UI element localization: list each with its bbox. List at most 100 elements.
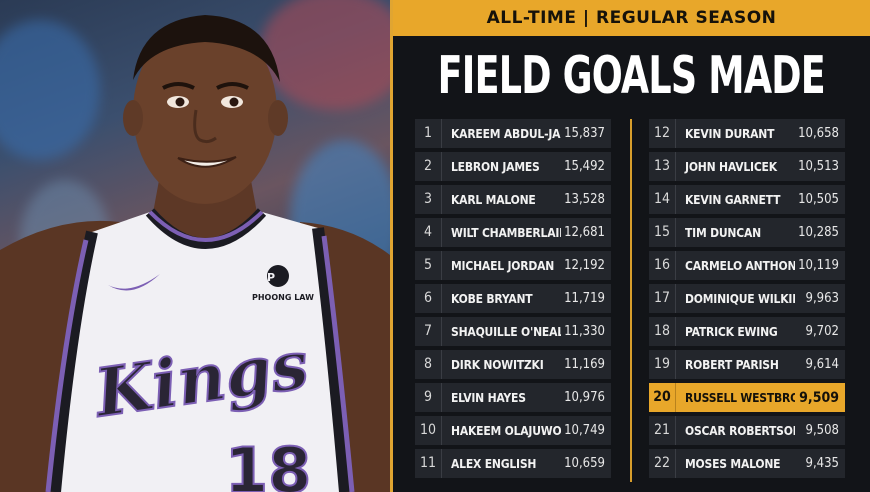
leader-row: 17 Dominique Wilkins 9,963 [649, 284, 845, 313]
leader-name: Alex English [451, 456, 537, 471]
leader-row: 15 Tim Duncan 10,285 [649, 218, 845, 247]
leader-row: 2 LeBron James 15,492 [415, 152, 611, 181]
stats-panel: ALL-TIME | REGULAR SEASON FIELD GOALS MA… [393, 0, 870, 492]
category-banner: ALL-TIME | REGULAR SEASON [393, 0, 870, 36]
leader-name: LeBron James [451, 159, 540, 174]
page-title: FIELD GOALS MADE [393, 40, 870, 112]
leader-rank: 19 [649, 350, 676, 379]
leader-row: 21 Oscar Robertson 9,508 [649, 416, 845, 445]
leader-name: Russell Westbrook [685, 390, 795, 405]
leader-name: Elvin Hayes [451, 390, 526, 405]
leader-rank: 5 [415, 251, 442, 280]
sponsor-logo [267, 265, 289, 287]
title-text: FIELD GOALS MADE [437, 46, 826, 106]
jersey-number: 18 [225, 434, 311, 492]
leader-rank: 4 [415, 218, 442, 247]
leader-name: Patrick Ewing [685, 324, 778, 339]
leader-row: 11 Alex English 10,659 [415, 449, 611, 478]
leader-row: 4 Wilt Chamberlain 12,681 [415, 218, 611, 247]
svg-text:P: P [267, 271, 275, 284]
leader-name: Kevin Garnett [685, 192, 781, 207]
column-divider [630, 119, 632, 482]
leader-row: 19 Robert Parish 9,614 [649, 350, 845, 379]
leader-name: Dirk Nowitzki [451, 357, 544, 372]
leader-value: 10,513 [798, 159, 839, 174]
leader-rank: 3 [415, 185, 442, 214]
leader-value: 12,192 [564, 258, 605, 273]
leader-row: 16 Carmelo Anthony 10,119 [649, 251, 845, 280]
leader-value: 9,435 [805, 456, 839, 471]
leader-name: Michael Jordan [451, 258, 555, 273]
leader-name: Kobe Bryant [451, 291, 533, 306]
leader-name: John Havlicek [685, 159, 777, 174]
leader-rank: 18 [649, 317, 676, 346]
panel-divider [390, 0, 393, 492]
leader-value: 11,719 [564, 291, 605, 306]
leader-value: 11,169 [564, 357, 605, 372]
leader-name: Tim Duncan [685, 225, 761, 240]
leader-row: 3 Karl Malone 13,528 [415, 185, 611, 214]
leader-name: Kevin Durant [685, 126, 775, 141]
leader-name: Carmelo Anthony [685, 258, 795, 273]
leader-name: Kareem Abdul-Jabbar [451, 126, 561, 141]
leader-value: 9,614 [805, 357, 839, 372]
leader-row: 5 Michael Jordan 12,192 [415, 251, 611, 280]
leader-rank: 14 [649, 185, 676, 214]
leader-rank: 13 [649, 152, 676, 181]
leader-value: 11,330 [564, 324, 605, 339]
leader-value: 13,528 [564, 192, 605, 207]
leader-value: 10,658 [798, 126, 839, 141]
leader-name: Karl Malone [451, 192, 536, 207]
crowd-background [0, 20, 100, 160]
leader-name: Moses Malone [685, 456, 781, 471]
leader-value: 10,976 [564, 390, 605, 405]
player-photo: P PHOONG LAW Kings 18 [0, 0, 390, 492]
leader-rank: 17 [649, 284, 676, 313]
leader-rank: 1 [415, 119, 442, 148]
leader-row: 9 Elvin Hayes 10,976 [415, 383, 611, 412]
leader-value: 10,505 [798, 192, 839, 207]
player-illustration: P PHOONG LAW Kings 18 [0, 15, 390, 492]
leader-rank: 16 [649, 251, 676, 280]
leader-value: 10,749 [564, 423, 605, 438]
leader-row: 18 Patrick Ewing 9,702 [649, 317, 845, 346]
leader-value: 12,681 [564, 225, 605, 240]
leader-name: Hakeem Olajuwon [451, 423, 561, 438]
leader-row: 6 Kobe Bryant 11,719 [415, 284, 611, 313]
leader-row: 7 Shaquille O'Neal 11,330 [415, 317, 611, 346]
leader-rank: 11 [415, 449, 442, 478]
leaders-list-left: 1 Kareem Abdul-Jabbar15,837 2 LeBron James 1… [415, 119, 611, 482]
leaders-list-right: 12 Kevin Durant 10,658 13 John Havlicek 10,51… [649, 119, 845, 482]
leader-row: 12 Kevin Durant 10,658 [649, 119, 845, 148]
leader-row: 14 Kevin Garnett 10,505 [649, 185, 845, 214]
leader-value: 15,837 [564, 126, 605, 141]
leader-name: Oscar Robertson [685, 423, 795, 438]
leader-value: 9,508 [805, 423, 839, 438]
leader-rank: 12 [649, 119, 676, 148]
leader-rank: 10 [415, 416, 442, 445]
leader-rank: 6 [415, 284, 442, 313]
leader-row: 13 John Havlicek 10,513 [649, 152, 845, 181]
leader-name: Dominique Wilkins [685, 291, 795, 306]
leader-rank: 8 [415, 350, 442, 379]
leader-row: 10 Hakeem Olajuwon 10,749 [415, 416, 611, 445]
sponsor-text: PHOONG LAW [252, 293, 314, 302]
highlighted-row: 20 Russell Westbrook 9,509 [649, 383, 845, 412]
leader-rank: 22 [649, 449, 676, 478]
leader-value: 9,963 [805, 291, 839, 306]
leader-rank: 7 [415, 317, 442, 346]
leader-value: 10,285 [798, 225, 839, 240]
banner-text: ALL-TIME | REGULAR SEASON [486, 8, 777, 28]
swoosh-logo [108, 274, 160, 291]
leader-value: 9,509 [799, 389, 839, 406]
leader-name: Wilt Chamberlain [451, 225, 561, 240]
leader-name: Robert Parish [685, 357, 779, 372]
leader-row: 1 Kareem Abdul-Jabbar15,837 [415, 119, 611, 148]
leader-value: 9,702 [805, 324, 839, 339]
leader-rank: 15 [649, 218, 676, 247]
leader-rank: 20 [649, 383, 676, 412]
leader-value: 10,119 [798, 258, 839, 273]
leader-rank: 9 [415, 383, 442, 412]
leader-row: 22 Moses Malone 9,435 [649, 449, 845, 478]
leader-value: 10,659 [564, 456, 605, 471]
